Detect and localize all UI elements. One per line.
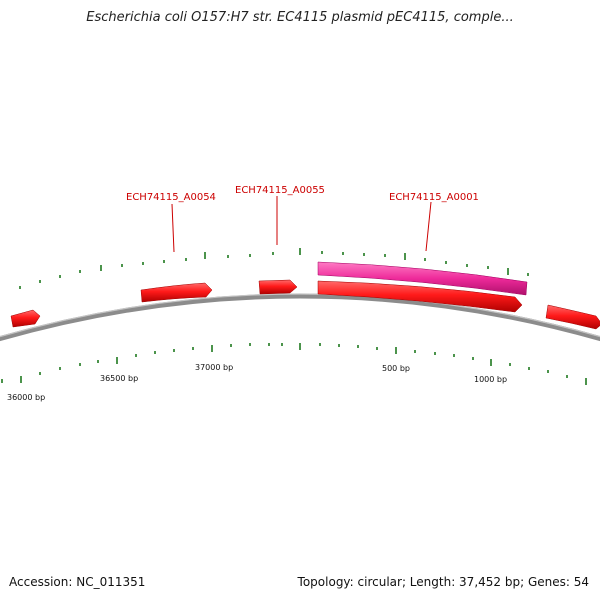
outer-ticks <box>19 248 529 289</box>
label-leader-lines <box>171 196 432 253</box>
gene-label-a0055[interactable]: ECH74115_A0055 <box>235 185 325 196</box>
tick-label-500: 500 bp <box>382 364 410 373</box>
genome-backbone-highlight <box>0 293 600 338</box>
genome-summary: Topology: circular; Length: 37,452 bp; G… <box>297 575 589 589</box>
gene-label-a0054[interactable]: ECH74115_A0054 <box>126 192 216 203</box>
gene-feature[interactable] <box>10 309 41 328</box>
tick-label-36500: 36500 bp <box>100 374 138 383</box>
gene-feature-a0055[interactable] <box>258 279 298 295</box>
genome-backbone <box>0 293 600 342</box>
gene-feature-highlight[interactable] <box>317 261 528 296</box>
gene-feature[interactable] <box>545 304 600 330</box>
tick-label-37000: 37000 bp <box>195 363 233 372</box>
gene-feature-a0054[interactable] <box>140 282 213 303</box>
map-title: Escherichia coli O157:H7 str. EC4115 pla… <box>86 10 514 25</box>
accession-label: Accession: NC_011351 <box>9 575 146 589</box>
gene-label-a0001[interactable]: ECH74115_A0001 <box>389 192 479 203</box>
tick-label-1000: 1000 bp <box>474 375 507 384</box>
tick-label-36000: 36000 bp <box>7 393 45 402</box>
inner-ticks <box>1 343 587 385</box>
gene-feature-a0001[interactable] <box>317 280 523 313</box>
